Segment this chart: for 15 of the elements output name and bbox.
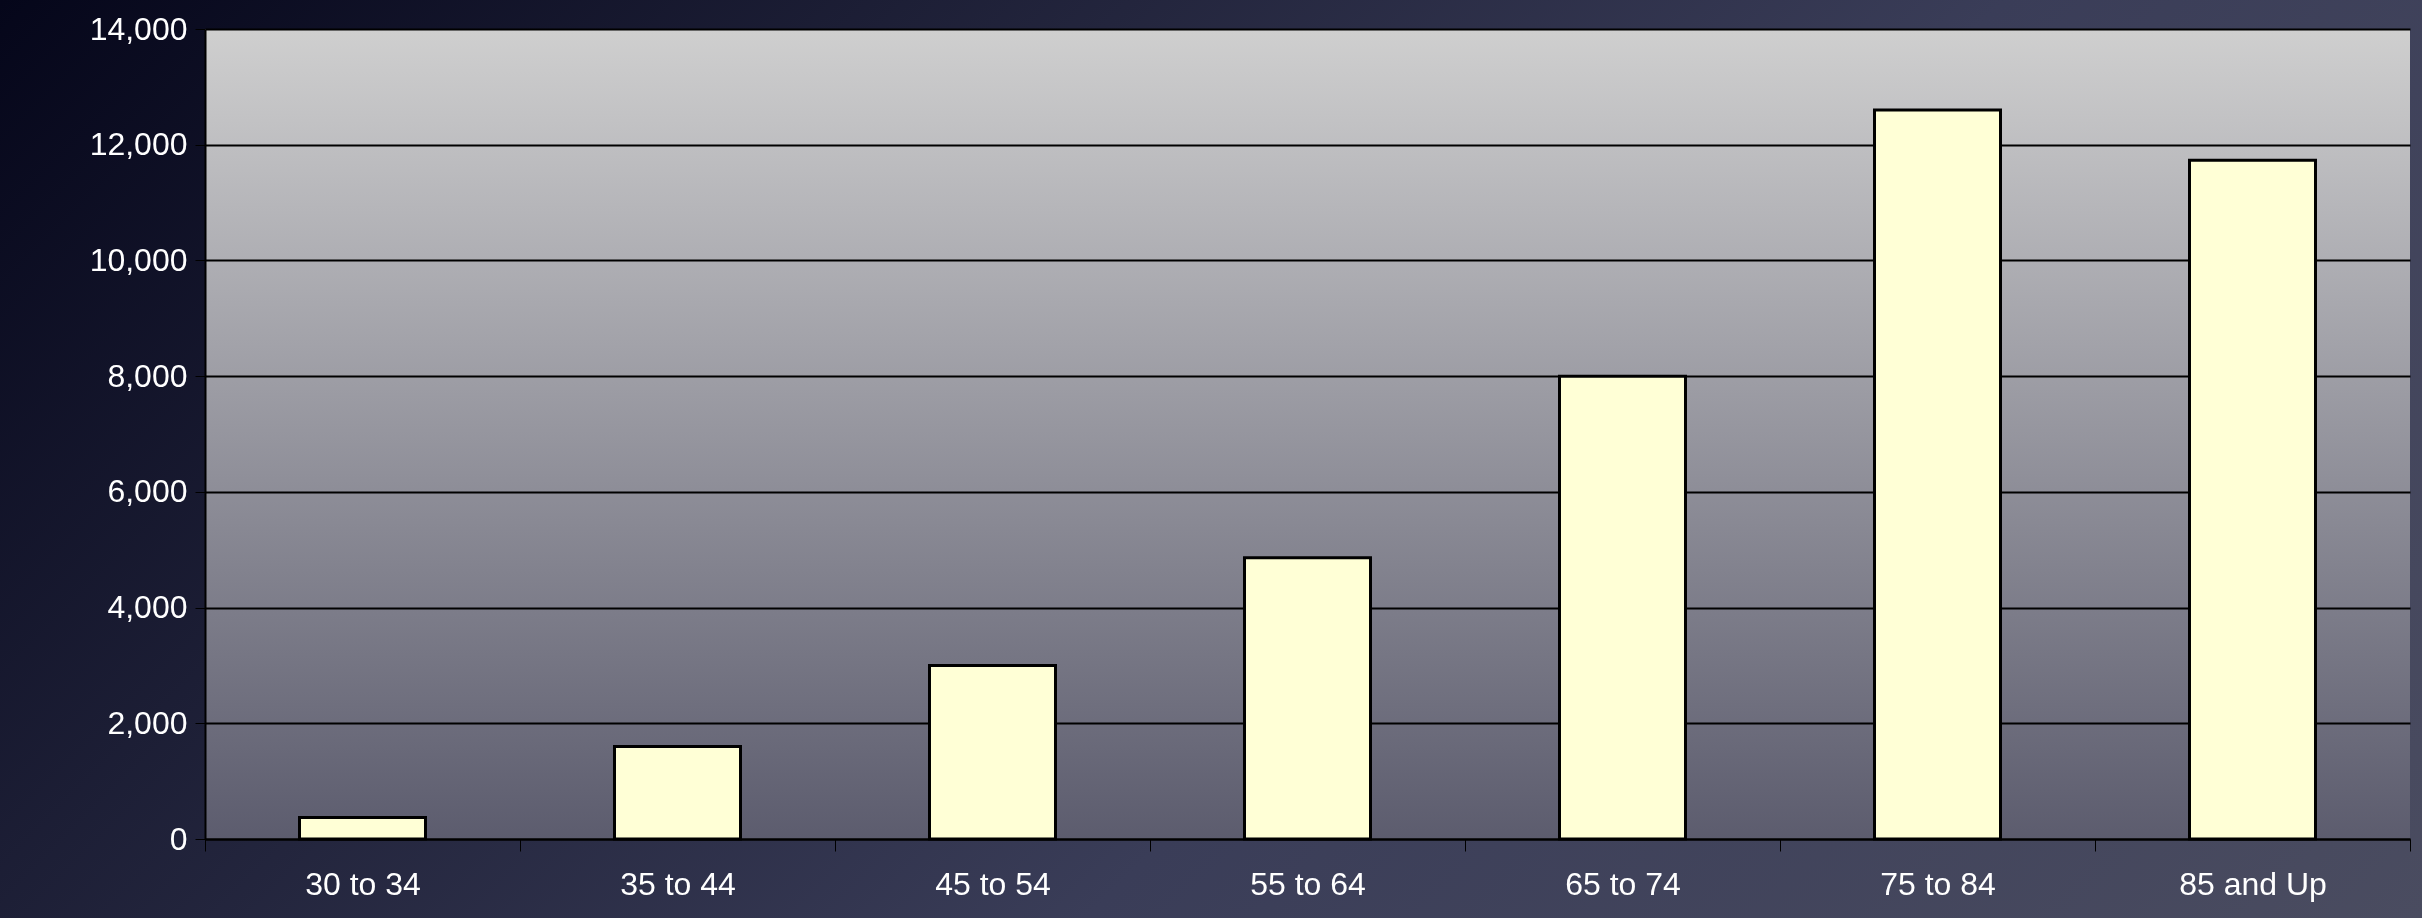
x-tick-label: 75 to 84 — [1880, 865, 1996, 902]
y-tick-label: 10,000 — [89, 241, 188, 278]
y-tick-label: 6,000 — [107, 473, 188, 510]
x-tick-label: 30 to 34 — [305, 865, 421, 902]
y-tick-label: 0 — [169, 820, 188, 857]
y-tick-label: 14,000 — [89, 10, 188, 47]
x-tick-label: 35 to 44 — [620, 865, 736, 902]
x-tick-label: 85 and Up — [2179, 865, 2327, 902]
y-tick-label: 4,000 — [107, 589, 188, 626]
x-tick-label: 65 to 74 — [1565, 865, 1681, 902]
x-tick-label: 45 to 54 — [935, 865, 1051, 902]
y-tick-label: 2,000 — [107, 704, 188, 741]
y-tick-label: 8,000 — [107, 357, 188, 394]
x-tick-label: 55 to 64 — [1250, 865, 1366, 902]
y-tick-label: 12,000 — [89, 126, 188, 163]
